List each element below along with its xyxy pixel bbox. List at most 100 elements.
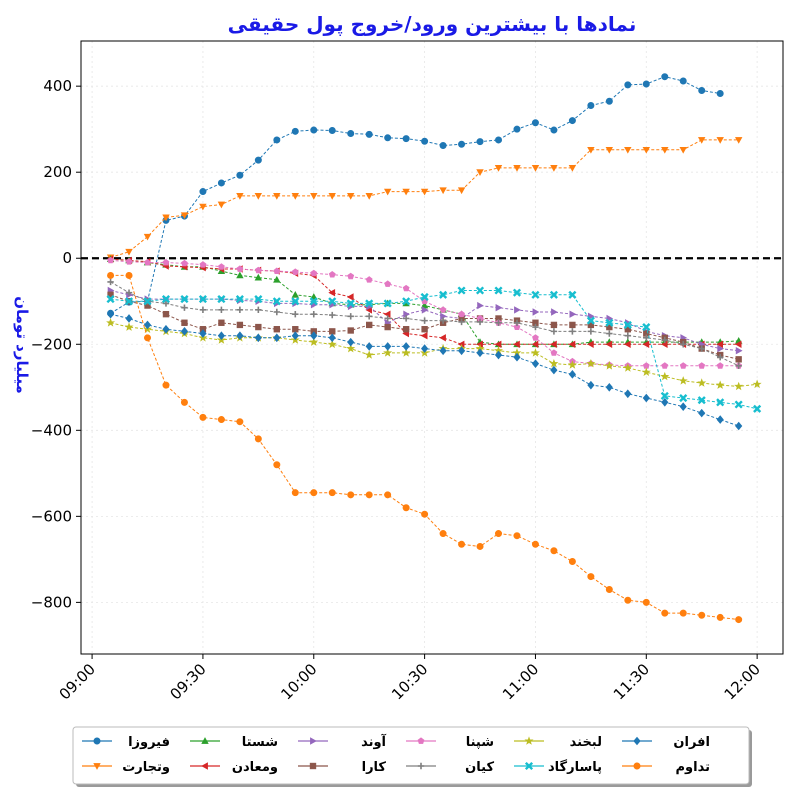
data-point — [218, 306, 225, 314]
legend-entry: ومعادن — [190, 760, 278, 775]
data-point — [568, 165, 577, 172]
data-point — [494, 340, 502, 349]
data-point — [716, 89, 724, 97]
data-point — [458, 318, 465, 326]
y-tick-label: −800 — [31, 593, 72, 611]
data-point — [402, 135, 410, 143]
y-tick-label: −600 — [31, 507, 72, 525]
data-point — [402, 315, 410, 322]
data-point — [678, 376, 688, 385]
data-point — [679, 402, 687, 411]
data-point — [143, 320, 152, 330]
data-point — [235, 295, 244, 304]
x-tick-label: 10:00 — [277, 660, 320, 703]
data-point — [735, 421, 743, 431]
data-point — [550, 340, 557, 349]
legend-label: شستا — [242, 735, 278, 750]
legend-label: لبخند — [570, 735, 602, 750]
data-point — [531, 119, 539, 127]
series-line — [110, 290, 758, 410]
data-point — [273, 326, 281, 333]
data-point — [661, 73, 669, 81]
data-point — [402, 188, 410, 196]
data-point — [550, 547, 558, 555]
data-point — [716, 415, 724, 424]
data-point — [494, 165, 503, 172]
data-point — [125, 258, 133, 265]
data-point — [735, 346, 743, 355]
data-point — [624, 332, 632, 339]
data-point — [365, 193, 373, 200]
data-point — [716, 340, 724, 349]
data-point — [623, 340, 631, 349]
data-point — [384, 315, 391, 322]
legend-marker — [201, 737, 209, 744]
data-point — [532, 334, 539, 341]
data-point — [309, 297, 318, 306]
legend: فیروزا وتجارت شستا ومعادن آوند کارا شپنا کیان لب… — [72, 726, 752, 787]
data-point — [421, 344, 429, 353]
data-point — [162, 324, 170, 334]
y-tick-label: −400 — [31, 421, 72, 439]
data-point — [144, 258, 151, 266]
data-point — [181, 319, 188, 326]
data-point — [697, 378, 707, 387]
data-point — [291, 489, 299, 497]
legend-label: تداوم — [676, 760, 710, 775]
series-line — [110, 139, 739, 258]
data-point — [199, 329, 207, 338]
data-point — [458, 540, 466, 548]
data-point — [568, 290, 577, 299]
series-line — [110, 290, 739, 352]
data-point — [495, 319, 502, 326]
data-point — [366, 321, 373, 329]
series-11 — [107, 309, 743, 431]
legend-box — [72, 726, 750, 785]
legend-entry: وتجارت — [82, 760, 170, 775]
data-point — [217, 331, 225, 340]
data-point — [420, 331, 428, 340]
legend-marker — [417, 737, 425, 744]
series-7 — [107, 256, 743, 369]
data-point — [477, 301, 484, 310]
legend-label: وتجارت — [122, 760, 170, 775]
data-point — [310, 269, 318, 277]
data-point — [551, 308, 558, 316]
data-point — [347, 313, 354, 320]
data-point — [531, 540, 539, 548]
legend-marker — [93, 737, 101, 745]
legend-entry: آوند — [298, 733, 387, 750]
data-point — [641, 367, 651, 377]
data-point — [329, 328, 336, 335]
data-point — [402, 326, 410, 333]
series-line — [110, 294, 739, 360]
data-point — [697, 137, 706, 144]
x-tick-label: 11:30 — [610, 660, 653, 703]
data-point — [513, 319, 521, 326]
data-point — [605, 585, 613, 593]
legend-label: شپنا — [466, 735, 494, 750]
data-point — [457, 286, 466, 295]
legend-marker — [93, 763, 101, 770]
data-point — [309, 337, 319, 346]
data-point — [495, 303, 503, 312]
data-point — [107, 309, 115, 319]
x-tick-label: 09:30 — [166, 660, 209, 703]
data-point — [513, 165, 521, 172]
data-point — [125, 248, 133, 256]
data-point — [530, 348, 540, 357]
data-point — [365, 313, 373, 320]
y-tick-label: −200 — [31, 335, 72, 353]
legend-marker — [633, 736, 641, 746]
legend-entry: شستا — [190, 735, 278, 750]
data-point — [568, 558, 576, 566]
data-point — [254, 333, 262, 343]
data-point — [494, 350, 503, 360]
data-point — [642, 147, 651, 154]
data-point — [513, 532, 521, 540]
series-2 — [106, 137, 743, 262]
data-point — [513, 125, 521, 133]
data-point — [365, 276, 373, 283]
data-point — [329, 311, 336, 319]
